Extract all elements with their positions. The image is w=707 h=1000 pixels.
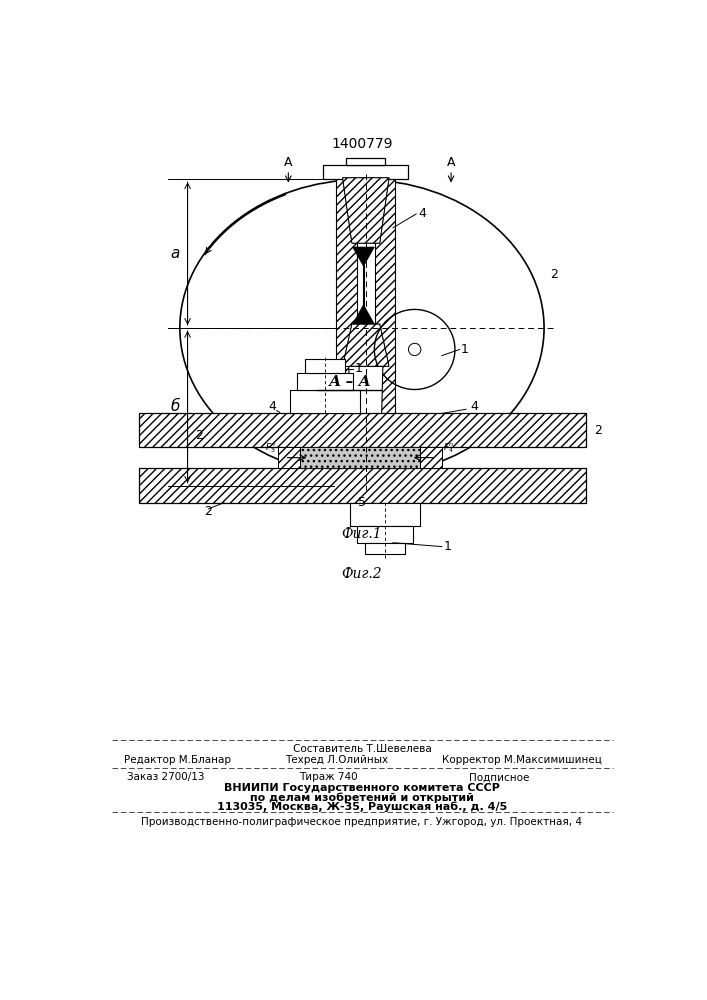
Text: 4: 4 (269, 400, 276, 413)
Bar (290, 389, 360, 413)
Bar (279, 447, 300, 468)
Text: Фиг.2: Фиг.2 (341, 567, 382, 581)
Bar (139, 468, 586, 503)
Text: 1400779: 1400779 (331, 137, 392, 151)
Text: А: А (284, 156, 293, 169)
Text: 2: 2 (195, 429, 203, 442)
Text: Корректор М.Максимишинец: Корректор М.Максимишинец (443, 755, 602, 765)
Text: 2: 2 (594, 424, 602, 437)
Text: Подписное: Подписное (469, 772, 530, 782)
Text: А – А: А – А (329, 375, 372, 389)
Text: Фиг.1: Фиг.1 (341, 527, 382, 541)
Text: 4: 4 (419, 207, 426, 220)
Text: 2: 2 (550, 267, 558, 280)
Bar (420, 447, 442, 468)
Polygon shape (353, 247, 374, 266)
Text: Тираж 740: Тираж 740 (299, 772, 358, 782)
Bar (139, 468, 586, 503)
Bar (420, 447, 442, 468)
Text: 1: 1 (461, 343, 469, 356)
Bar (375, 166, 395, 486)
Bar (297, 373, 353, 389)
Text: $F_4^n$: $F_4^n$ (443, 442, 455, 455)
Text: 1: 1 (354, 362, 362, 375)
Bar (139, 413, 586, 447)
Text: 4: 4 (470, 400, 479, 413)
Text: б: б (170, 399, 180, 414)
Bar (139, 413, 586, 447)
Bar (337, 166, 356, 486)
Polygon shape (343, 324, 389, 366)
Polygon shape (349, 366, 383, 486)
Bar (300, 447, 420, 468)
Bar (323, 165, 409, 179)
Text: ВНИИПИ Государственного комитета СССР: ВНИИПИ Государственного комитета СССР (224, 783, 500, 793)
Text: 113035, Москва, Ж-35, Раушская наб., д. 4/5: 113035, Москва, Ж-35, Раушская наб., д. … (217, 801, 507, 812)
Text: по делам изобретений и открытий: по делам изобретений и открытий (250, 792, 474, 803)
Text: Техред Л.Олийных: Техред Л.Олийных (285, 755, 388, 765)
Text: Редактор М.Бланар: Редактор М.Бланар (124, 755, 231, 765)
Bar (337, 166, 356, 486)
Text: Заказ 2700/13: Заказ 2700/13 (127, 772, 204, 782)
Bar (375, 166, 395, 486)
Polygon shape (343, 178, 389, 243)
Polygon shape (353, 305, 374, 324)
Bar (305, 359, 345, 373)
Bar (365, 543, 405, 554)
Text: 5: 5 (358, 496, 366, 509)
Text: а: а (170, 246, 180, 261)
Text: А: А (447, 156, 455, 169)
Text: 2: 2 (204, 505, 212, 518)
Text: 1: 1 (443, 540, 451, 553)
Bar (279, 447, 300, 468)
Text: $F_3^n$: $F_3^n$ (265, 442, 276, 455)
Bar (346, 158, 385, 165)
Text: Составитель Т.Шевелева: Составитель Т.Шевелева (293, 744, 431, 754)
Bar (351, 503, 420, 526)
Text: Производственно-полиграфическое предприятие, г. Ужгород, ул. Проектная, 4: Производственно-полиграфическое предприя… (141, 817, 583, 827)
Bar (357, 526, 413, 543)
